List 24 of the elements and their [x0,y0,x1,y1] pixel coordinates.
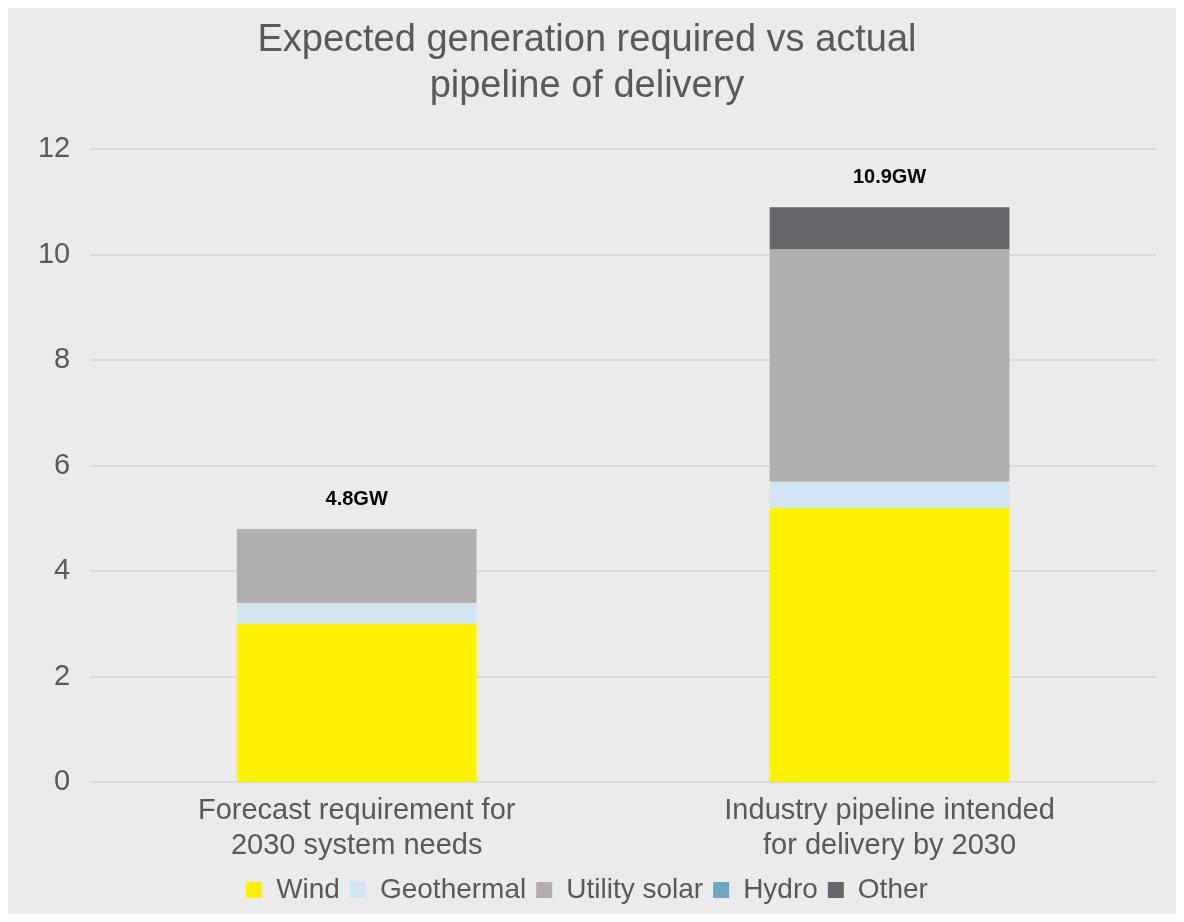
bar [236,529,477,603]
total-label: 10.9GW [852,164,927,187]
y-tick-label: 8 [54,342,71,375]
legend-label: Other [857,872,928,904]
y-tick-label: 10 [37,236,71,269]
bar [769,249,1010,482]
bar [769,481,1010,509]
bar [236,602,477,625]
x-tick-label: Industry pipeline intended for delivery by 2030 [724,792,1055,860]
y-tick-label: 12 [37,131,71,164]
bar [236,624,477,782]
total-label: 4.8GW [325,486,388,509]
legend-label: Geothermal [379,872,527,904]
legend-label: Utility solar [566,872,704,904]
bar [769,207,1010,250]
y-tick-label: 6 [54,447,71,480]
legend-label: Hydro [743,872,818,904]
chart-title: Expected generation required vs actual pipeline of delivery [257,17,917,105]
bar [769,508,1010,782]
y-tick-label: 2 [54,658,71,691]
x-tick-label: Forecast requirement for 2030 system needs [197,792,516,860]
y-tick-label: 0 [54,764,71,797]
legend-label: Wind [276,872,340,904]
y-tick-label: 4 [54,553,71,586]
